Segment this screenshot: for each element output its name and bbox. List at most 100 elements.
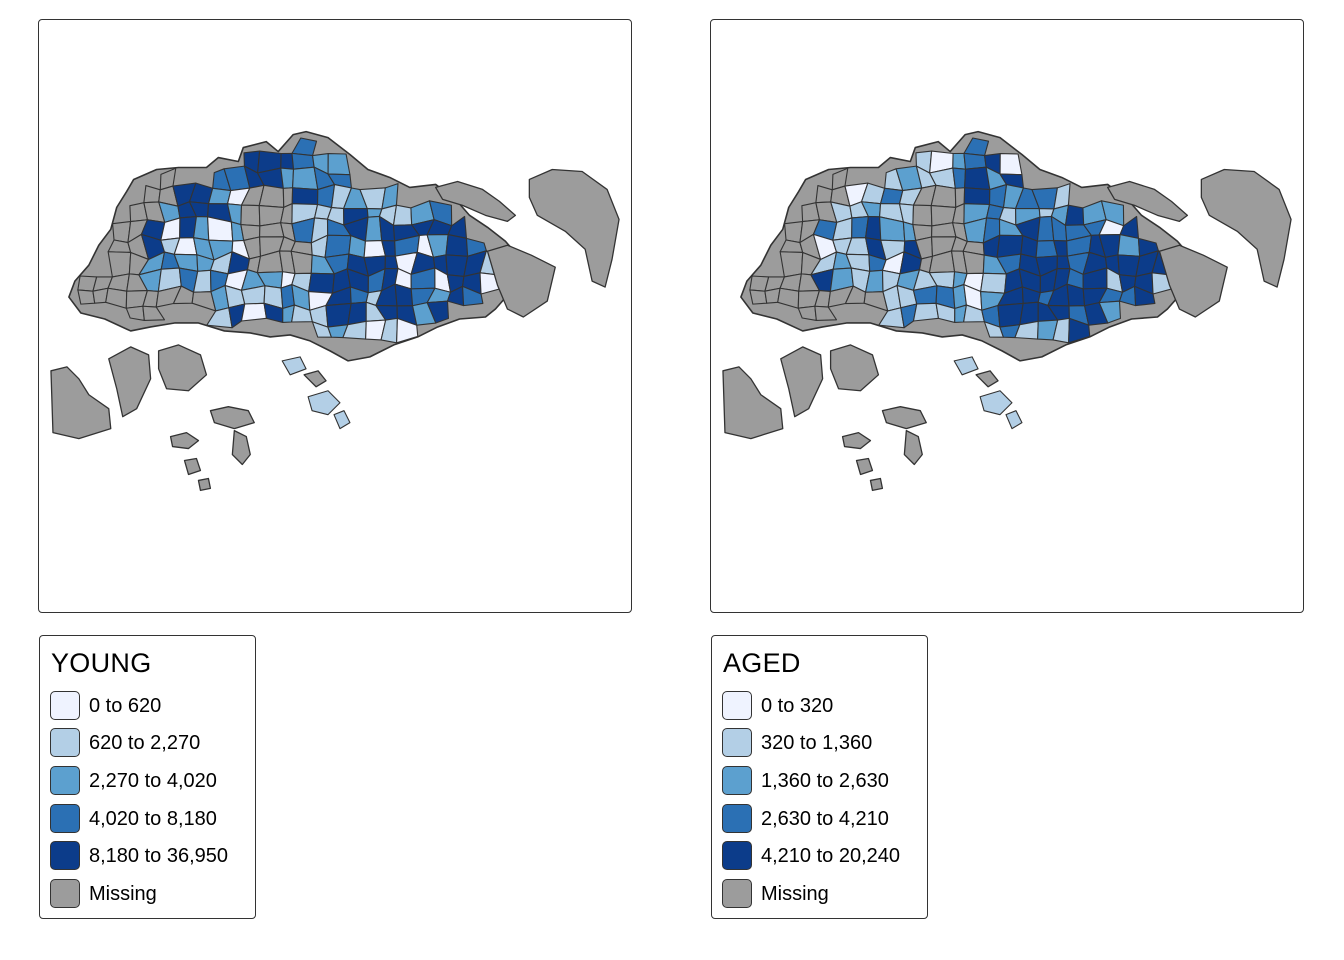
legend-young: YOUNG 0 to 620 620 to 2,270 2,270 to 4,0… <box>39 635 256 919</box>
offshore-island <box>50 366 112 440</box>
offshore-island <box>435 180 517 222</box>
planning-subzone <box>462 285 484 307</box>
planning-subzone <box>865 216 882 241</box>
offshore-island <box>183 457 202 476</box>
planning-subzone <box>280 152 295 170</box>
planning-subzone <box>280 167 295 189</box>
legend-swatch <box>722 879 752 908</box>
planning-subzone <box>779 251 804 278</box>
planning-subzone <box>142 305 166 321</box>
legend-title: AGED <box>723 648 801 678</box>
legend-label: 2,270 to 4,020 <box>89 770 217 792</box>
planning-subzone <box>879 187 904 205</box>
legend-swatch <box>722 804 752 833</box>
planning-subzone <box>259 222 285 238</box>
legend-label: 320 to 1,360 <box>761 732 873 754</box>
offshore-island <box>197 477 212 492</box>
legend-swatch <box>722 728 752 757</box>
planning-subzone <box>912 204 933 227</box>
southern-islet <box>953 356 979 376</box>
planning-subzone <box>1134 285 1156 307</box>
planning-subzone <box>325 302 352 328</box>
planning-subzone <box>207 187 232 205</box>
planning-subzone <box>426 300 450 324</box>
planning-subzone <box>952 152 967 170</box>
planning-subzone <box>1064 204 1085 226</box>
planning-subzone <box>308 272 335 294</box>
offshore-island <box>903 429 923 466</box>
planning-subzone <box>749 289 768 305</box>
planning-subzone <box>980 272 1007 294</box>
southern-islet <box>333 410 351 430</box>
planning-subzone <box>997 302 1024 328</box>
legend-label: Missing <box>89 883 157 905</box>
planning-subzone <box>963 152 987 170</box>
offshore-island <box>231 429 251 466</box>
legend-label: 620 to 2,270 <box>89 732 201 754</box>
legend-label: 0 to 620 <box>89 695 162 717</box>
planning-subzone <box>931 222 957 238</box>
legend-swatch <box>722 841 752 870</box>
planning-subzone <box>258 184 285 208</box>
offshore-island <box>303 370 327 388</box>
offshore-island <box>829 344 880 392</box>
planning-subzone <box>445 234 469 257</box>
planning-subzone <box>77 289 96 305</box>
offshore-island <box>881 406 927 430</box>
legend-title: YOUNG <box>51 648 152 678</box>
planning-subzone <box>930 184 957 208</box>
legend-swatch <box>50 728 80 757</box>
offshore-island <box>209 406 255 430</box>
offshore-island <box>1200 168 1292 288</box>
planning-subzone <box>292 166 319 191</box>
planning-subzone <box>291 187 319 206</box>
planning-subzone <box>963 187 991 206</box>
planning-subzone <box>240 204 261 227</box>
legend-swatch <box>50 841 80 870</box>
legend-label: Missing <box>761 883 829 905</box>
offshore-island <box>975 370 999 388</box>
legend-label: 8,180 to 36,950 <box>89 845 229 867</box>
choropleth-map-young <box>50 130 620 492</box>
offshore-island <box>780 346 824 418</box>
legend-swatch <box>722 691 752 720</box>
offshore-island <box>855 457 874 476</box>
planning-subzone <box>107 251 132 278</box>
choropleth-map-aged <box>722 130 1292 492</box>
offshore-island <box>169 431 200 450</box>
planning-subzone <box>291 152 315 170</box>
planning-subzone <box>1068 317 1091 344</box>
legend-label: 1,360 to 2,630 <box>761 770 889 792</box>
planning-subzone <box>814 305 838 321</box>
offshore-island <box>1107 180 1189 222</box>
offshore-island <box>108 346 152 418</box>
planning-subzone <box>327 153 351 176</box>
offshore-island <box>722 366 784 440</box>
planning-subzone <box>290 250 313 275</box>
planning-subzone <box>392 204 413 226</box>
planning-subzone <box>1117 234 1141 257</box>
map-panel-young <box>38 19 632 613</box>
planning-subzone <box>952 167 967 189</box>
legend-label: 4,020 to 8,180 <box>89 808 217 830</box>
map-panel-aged <box>710 19 1304 613</box>
offshore-island <box>841 431 872 450</box>
legend-label: 2,630 to 4,210 <box>761 808 889 830</box>
legend-label: 0 to 320 <box>761 695 834 717</box>
planning-subzone <box>912 302 940 322</box>
southern-islet <box>979 390 1013 416</box>
planning-subzone <box>240 302 268 322</box>
offshore-island <box>486 244 556 318</box>
legend-swatch <box>50 804 80 833</box>
southern-islet <box>281 356 307 376</box>
legend-swatch <box>50 879 80 908</box>
offshore-island <box>157 344 208 392</box>
legend-swatch <box>50 691 80 720</box>
southern-islet <box>1005 410 1023 430</box>
legend-swatch <box>50 766 80 795</box>
legend-swatch <box>722 766 752 795</box>
offshore-island <box>1158 244 1228 318</box>
offshore-island <box>869 477 884 492</box>
planning-subzone <box>964 166 991 191</box>
legend-aged: AGED 0 to 320 320 to 1,360 1,360 to 2,63… <box>711 635 928 919</box>
